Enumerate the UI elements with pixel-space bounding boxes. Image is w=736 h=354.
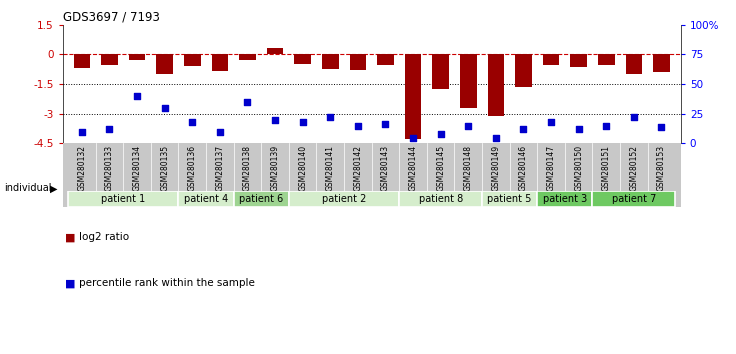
Bar [184, 55, 200, 66]
Text: GSM280153: GSM280153 [657, 145, 666, 191]
Bar [432, 55, 449, 89]
Point [435, 131, 447, 137]
Text: patient 6: patient 6 [239, 194, 283, 204]
Text: GSM280138: GSM280138 [243, 145, 252, 191]
Text: patient 1: patient 1 [101, 194, 146, 204]
Text: patient 8: patient 8 [419, 194, 463, 204]
Text: GSM280145: GSM280145 [436, 145, 445, 191]
Text: ▶: ▶ [50, 183, 57, 193]
Point [214, 129, 226, 135]
Text: GSM280142: GSM280142 [353, 145, 362, 191]
Point [297, 119, 308, 125]
Text: GSM280133: GSM280133 [105, 145, 114, 191]
Point [462, 123, 474, 129]
Point [131, 93, 143, 99]
Text: GSM280147: GSM280147 [547, 145, 556, 191]
Point [545, 119, 557, 125]
Point [159, 105, 171, 111]
Bar [294, 55, 311, 64]
Bar [101, 55, 118, 65]
Bar [654, 55, 670, 72]
Bar [487, 55, 504, 116]
Text: GSM280150: GSM280150 [574, 145, 583, 191]
Bar [515, 55, 532, 87]
Text: GSM280151: GSM280151 [602, 145, 611, 191]
Text: GSM280136: GSM280136 [188, 145, 197, 191]
Bar [570, 55, 587, 67]
Text: ■: ■ [65, 278, 75, 288]
Text: GDS3697 / 7193: GDS3697 / 7193 [63, 11, 160, 24]
Bar [322, 55, 339, 69]
Text: patient 4: patient 4 [184, 194, 228, 204]
Text: GSM280141: GSM280141 [326, 145, 335, 191]
Text: patient 3: patient 3 [542, 194, 587, 204]
Point [601, 123, 612, 129]
Point [573, 126, 584, 132]
Bar [212, 55, 228, 71]
Bar [289, 191, 399, 207]
Bar [537, 191, 592, 207]
Bar [626, 55, 642, 74]
Text: patient 7: patient 7 [612, 194, 656, 204]
Text: GSM280143: GSM280143 [381, 145, 390, 191]
Text: individual: individual [4, 183, 52, 193]
Text: GSM280148: GSM280148 [464, 145, 473, 191]
Bar [399, 191, 482, 207]
Text: ■: ■ [65, 232, 75, 242]
Bar [129, 55, 146, 61]
Text: GSM280146: GSM280146 [519, 145, 528, 191]
Bar [266, 47, 283, 55]
Bar [234, 191, 289, 207]
Text: GSM280144: GSM280144 [408, 145, 417, 191]
Bar [74, 55, 90, 68]
Bar [598, 55, 615, 65]
Point [628, 114, 640, 120]
Bar [592, 191, 676, 207]
Text: patient 2: patient 2 [322, 194, 367, 204]
Bar [179, 191, 234, 207]
Text: GSM280152: GSM280152 [629, 145, 638, 191]
Point [656, 124, 668, 130]
Point [76, 129, 88, 135]
Bar [482, 191, 537, 207]
Point [352, 123, 364, 129]
Bar [542, 55, 559, 65]
Point [517, 126, 529, 132]
Point [241, 99, 253, 105]
Point [490, 135, 502, 140]
Text: GSM280137: GSM280137 [216, 145, 224, 191]
Bar [460, 55, 477, 108]
Text: GSM280134: GSM280134 [132, 145, 141, 191]
Point [186, 119, 198, 125]
Text: GSM280132: GSM280132 [77, 145, 86, 191]
Point [104, 126, 116, 132]
Point [269, 117, 281, 122]
Point [325, 114, 336, 120]
Text: patient 5: patient 5 [487, 194, 532, 204]
Text: GSM280149: GSM280149 [492, 145, 500, 191]
Point [407, 135, 419, 140]
Bar [68, 191, 179, 207]
Text: GSM280135: GSM280135 [160, 145, 169, 191]
Text: percentile rank within the sample: percentile rank within the sample [79, 278, 255, 288]
Bar [405, 55, 421, 139]
Text: log2 ratio: log2 ratio [79, 232, 130, 242]
Text: GSM280140: GSM280140 [298, 145, 307, 191]
Bar [350, 55, 366, 70]
Bar [377, 55, 394, 65]
Bar [239, 55, 256, 61]
Bar [156, 55, 173, 74]
Text: GSM280139: GSM280139 [271, 145, 280, 191]
Point [380, 122, 392, 127]
